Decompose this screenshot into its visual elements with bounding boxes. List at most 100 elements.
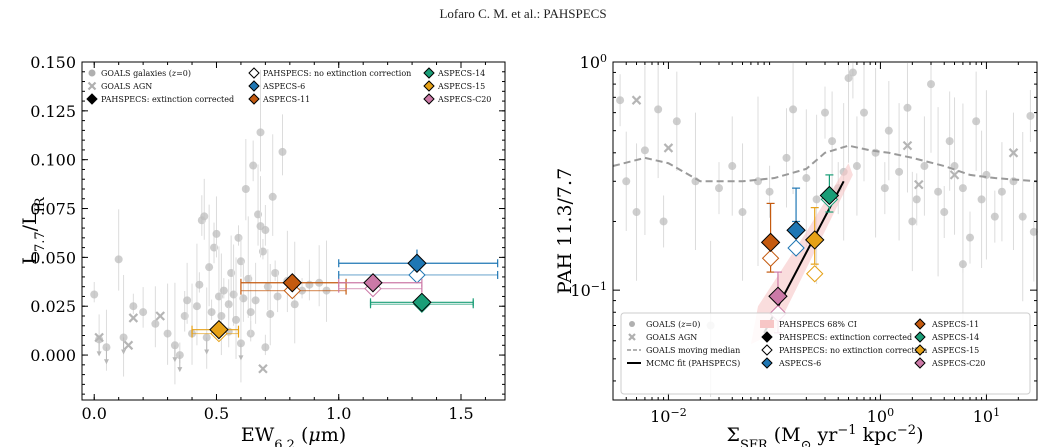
legend-marker — [914, 344, 926, 356]
goals-galaxy-point — [200, 212, 209, 221]
goals-galaxy-point — [640, 146, 649, 155]
upper-limit-arrowhead — [96, 351, 102, 357]
legend-label: GOALS AGN — [101, 82, 152, 91]
left-legend: GOALS galaxies (z=0) GOALS AGN PAHSPECS: e… — [86, 67, 491, 105]
pahspecs-filled-diamond — [412, 292, 432, 313]
legend-marker — [629, 321, 635, 327]
legend-label: MCMC fit (PAHSPECS) — [646, 359, 740, 368]
goals-agn-point — [913, 179, 924, 190]
goals-agn-point — [902, 140, 913, 151]
left-ticks: 0.0 0.5 1.0 1.5 0.000 0.025 0.050 0.075 0.100 0.1… — [30, 53, 505, 423]
legend-box — [620, 312, 1031, 395]
x-mark-stroke — [87, 81, 97, 91]
legend-label: ASPECS-14 — [437, 69, 485, 78]
goals-galaxy-point — [305, 280, 314, 289]
legend-marker — [423, 80, 435, 92]
goals-agn-point — [94, 332, 104, 343]
goals-galaxy-point — [860, 108, 869, 117]
right-x-axis-label: ΣSFR (M⊙ yr−1 kpc−2) — [727, 423, 924, 447]
pahspecs-filled-diamond — [760, 232, 781, 253]
goals-galaxy-point — [940, 208, 949, 217]
goals-galaxy-point — [966, 233, 975, 242]
goals-galaxy-point — [884, 126, 893, 135]
goals-galaxy-point — [903, 103, 912, 112]
goals-galaxy-point — [119, 333, 128, 342]
pahspecs-open-diamond — [806, 265, 824, 283]
goals-galaxy-point — [163, 329, 172, 338]
goals-galaxy-point — [927, 80, 935, 89]
legend-label: ASPECS-6 — [778, 359, 821, 368]
goals-galaxy-point — [958, 260, 967, 269]
left-panel: 0.0 0.5 1.0 1.5 0.000 0.025 0.050 0.075 0.100 0.1… — [19, 53, 506, 447]
goals-galaxy-point — [765, 187, 774, 196]
legend-marker — [248, 80, 260, 92]
goals-galaxy-point — [151, 319, 160, 328]
right-legend: GOALS (z=0) GOALS AGN GOALS moving median M… — [620, 312, 1031, 395]
goals-galaxy-point — [672, 117, 681, 126]
x-mark-stroke — [628, 333, 636, 341]
x-mark-stroke — [949, 170, 960, 180]
goals-galaxy-point — [982, 170, 991, 179]
goals-agn-point — [631, 95, 642, 105]
goals-galaxy-point — [278, 147, 287, 156]
x-tick-label: 1.5 — [448, 404, 473, 423]
goals-galaxy-point — [908, 217, 917, 226]
goals-galaxy-point — [139, 308, 148, 317]
goals-galaxy-point — [828, 137, 837, 146]
goals-galaxy-point — [912, 195, 921, 204]
goals-galaxy-point — [114, 255, 123, 264]
x-mark-stroke — [123, 340, 134, 351]
legend-marker — [761, 344, 773, 356]
legend-marker — [914, 331, 926, 343]
goals-galaxy-point — [202, 333, 211, 342]
goals-galaxy-point — [183, 296, 192, 305]
legend-label: PAHSPECS: no extinction correction — [779, 346, 927, 355]
goals-galaxy-point — [848, 68, 857, 77]
legend-marker — [914, 357, 926, 369]
legend-label: ASPECS-15 — [437, 82, 485, 91]
x-tick-label: 1.0 — [326, 404, 351, 423]
legend-label: PAHSPECS 68% CI — [779, 320, 857, 329]
goals-galaxy-point — [812, 195, 821, 204]
goals-galaxy-point — [268, 192, 277, 201]
goals-galaxy-point — [232, 315, 241, 324]
goals-galaxy-point — [958, 184, 967, 193]
x-tick-label: 100 — [867, 406, 894, 427]
goals-galaxy-point — [251, 296, 260, 305]
goals-agn-point — [123, 340, 134, 351]
legend-marker — [423, 67, 435, 79]
legend-label: GOALS galaxies (z=0) — [101, 69, 191, 78]
legend-marker — [86, 93, 98, 105]
pahspecs-open-diamond — [761, 249, 780, 267]
y-tick-label: 0.025 — [30, 297, 76, 316]
x-mark-stroke — [94, 332, 104, 343]
goals-galaxy-point — [246, 308, 255, 317]
goals-galaxy-point — [192, 302, 201, 311]
legend-label: GOALS (z=0) — [646, 320, 700, 329]
legend-marker — [760, 320, 774, 328]
y-tick-label: 100 — [580, 52, 607, 73]
goals-galaxy-point — [715, 184, 723, 193]
legend-label: ASPECS-6 — [262, 82, 305, 91]
pahspecs-open-diamond — [787, 239, 805, 257]
upper-limit-arrowhead — [103, 359, 109, 365]
x-mark-stroke — [902, 140, 913, 151]
goals-galaxy-point — [997, 187, 1006, 196]
left-x-axis-label: EW6.2 (μm) — [241, 424, 346, 447]
legend-marker — [248, 67, 260, 79]
goals-galaxy-point — [261, 343, 270, 352]
pahspecs-filled-diamond — [805, 230, 825, 250]
pahspecs-filled-diamond — [209, 319, 229, 340]
upper-limit-arrowhead — [204, 349, 210, 355]
goals-galaxy-point — [789, 105, 798, 114]
upper-limit-arrowhead — [121, 349, 127, 355]
goals-galaxy-point — [266, 310, 275, 319]
goals-galaxy-point — [212, 229, 221, 238]
goals-galaxy-point — [236, 339, 245, 348]
goals-galaxy-point — [1029, 227, 1038, 236]
goals-galaxy-point — [654, 105, 663, 114]
goals-galaxy-point — [207, 308, 216, 317]
goals-galaxy-point — [990, 212, 999, 221]
goals-galaxy-point — [129, 302, 138, 311]
